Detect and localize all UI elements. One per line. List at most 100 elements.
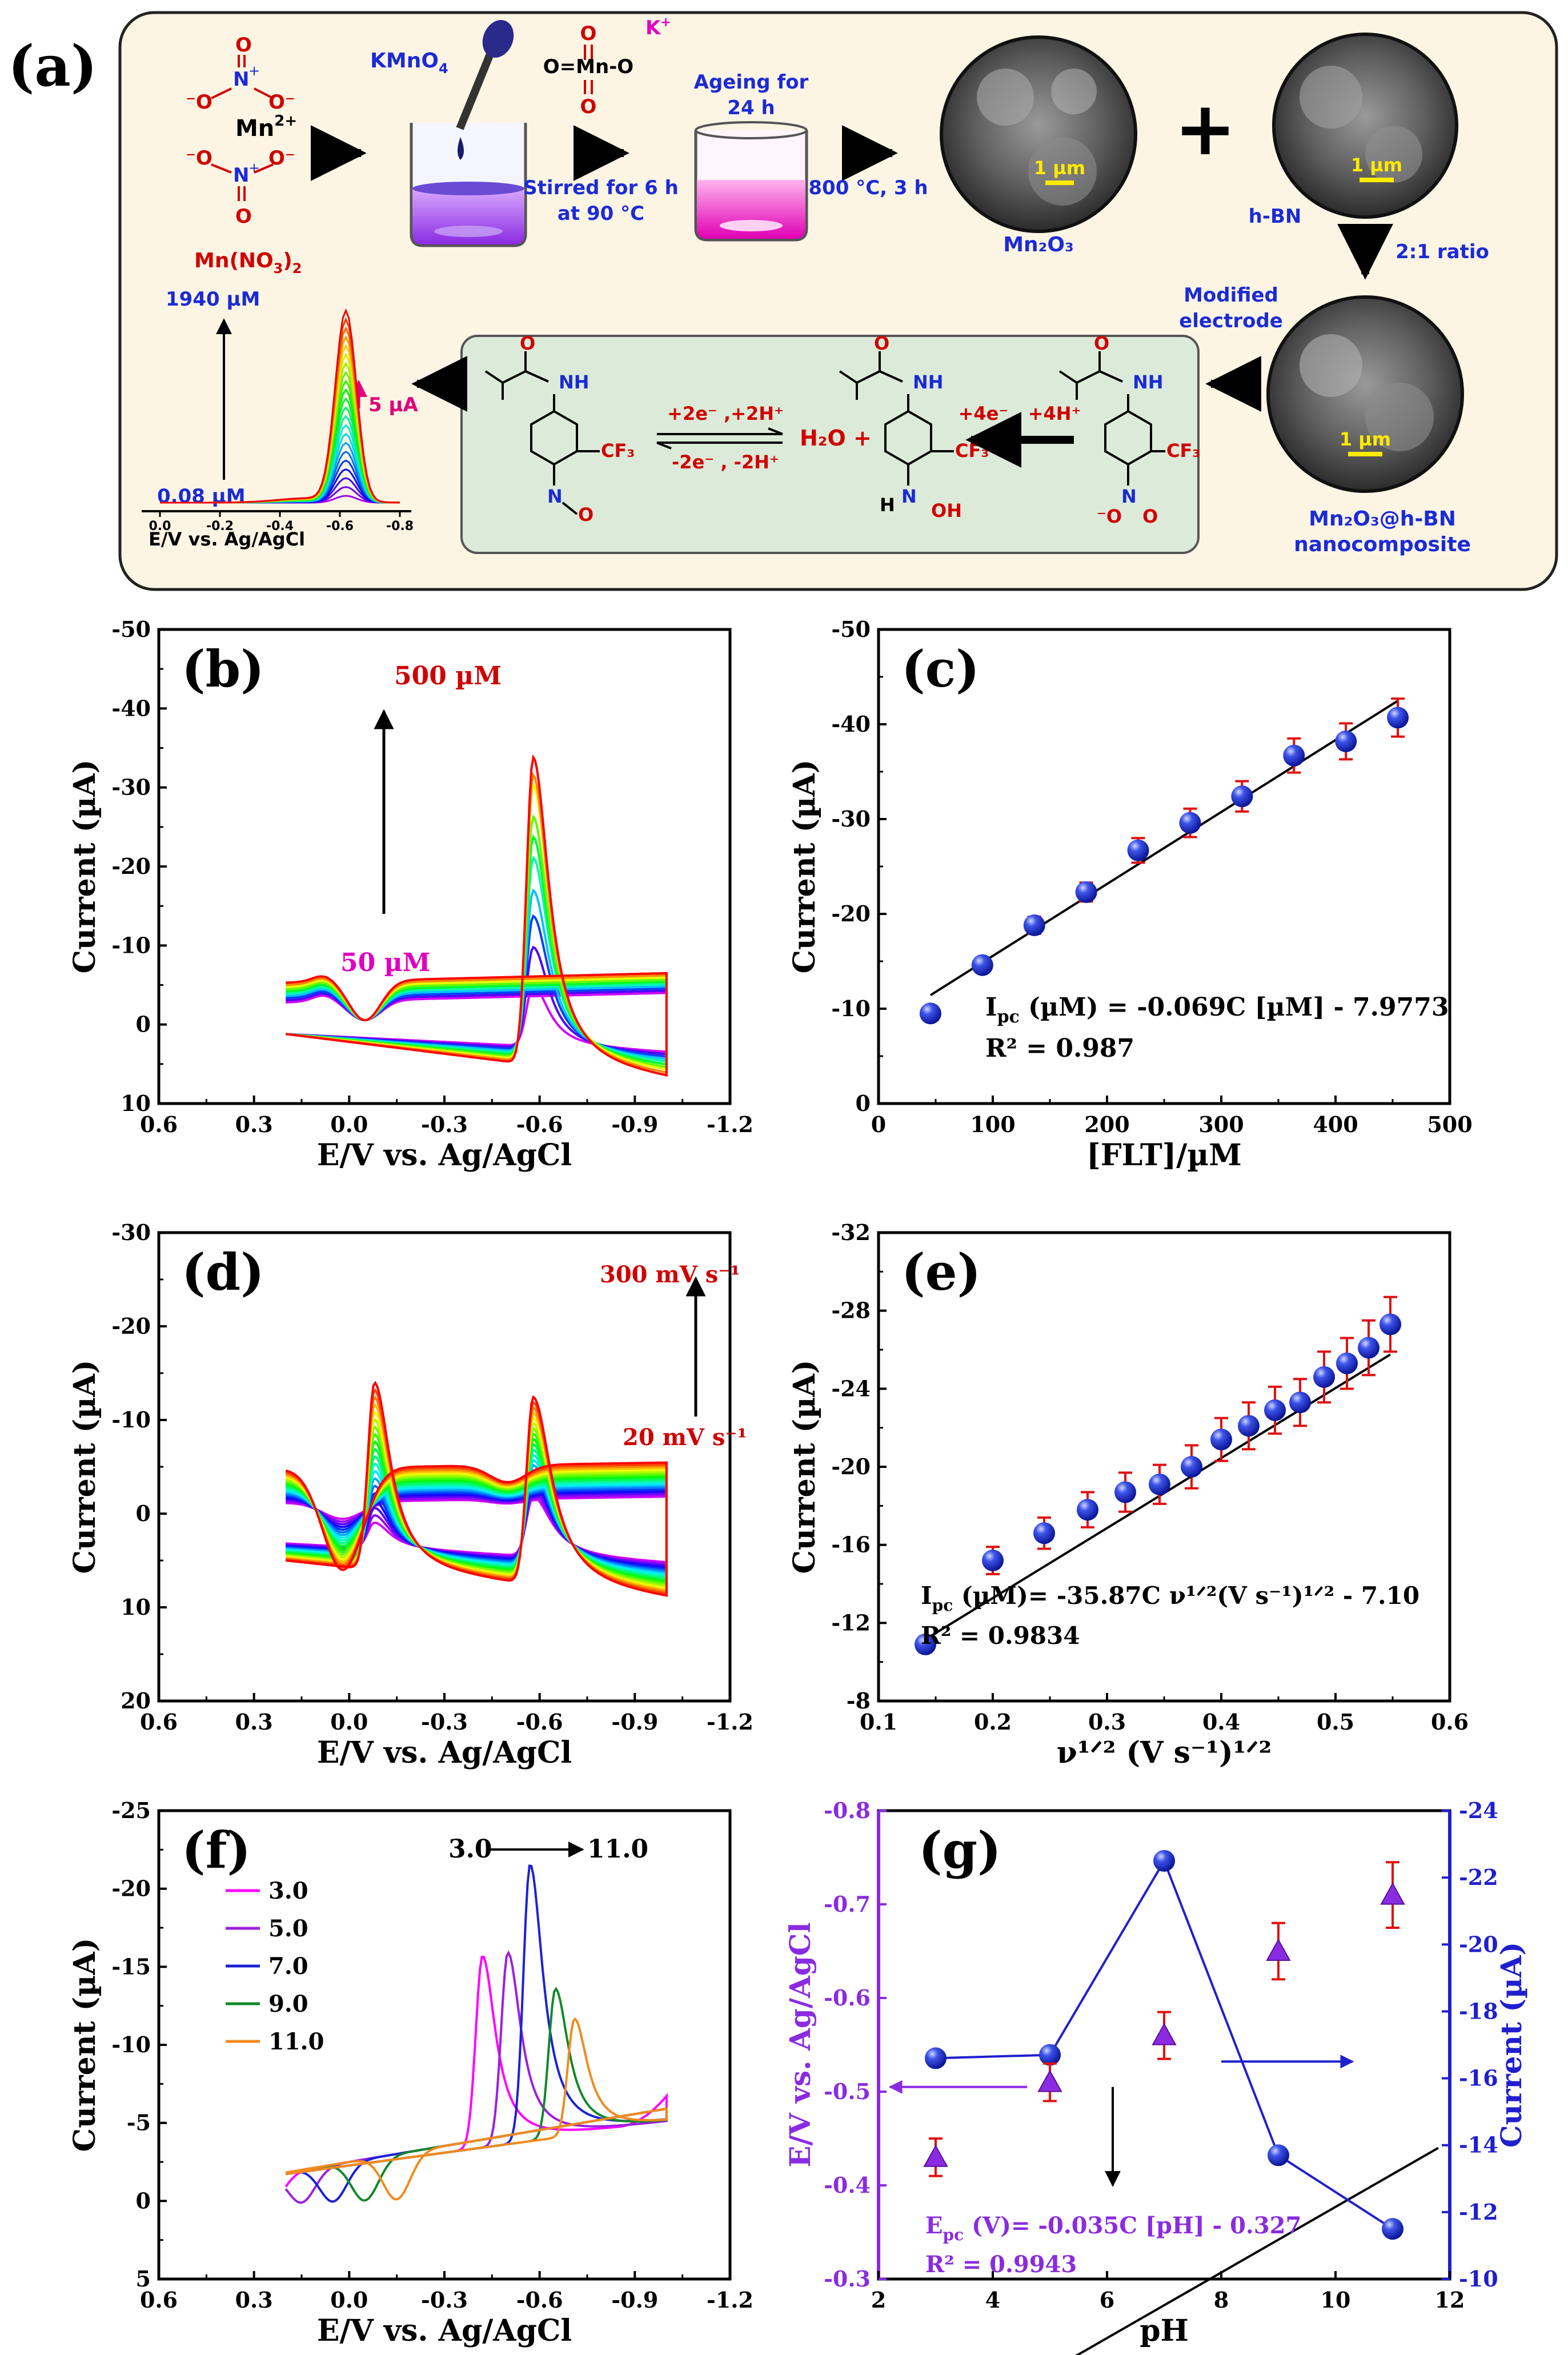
y-right-title: Current (µA) — [1494, 1942, 1528, 2148]
svg-text:⁻O: ⁻O — [1097, 505, 1122, 527]
y-tick-label: -25 — [111, 1798, 151, 1823]
annotation-low: 20 mV s⁻¹ — [623, 1424, 747, 1451]
y-right-tick-label: -12 — [1459, 2199, 1498, 2225]
legend-label: 11.0 — [268, 2028, 324, 2055]
y-tick-label: 0 — [136, 1501, 151, 1526]
y-right-tick-label: -10 — [1459, 2266, 1498, 2292]
y-left-tick-label: -0.6 — [824, 1985, 871, 2011]
kmno4-label: KMnO4 — [370, 49, 448, 77]
x-tick-label: 10 — [1321, 2287, 1351, 2313]
data-point — [1114, 1481, 1136, 1503]
svg-text:O: O — [235, 205, 252, 228]
x-tick-label: 0.6 — [140, 1112, 178, 1137]
annotation-high: 300 mV s⁻¹ — [600, 1261, 740, 1288]
potassium-ion: K+ — [645, 15, 671, 39]
y-tick-label: -10 — [831, 996, 871, 1021]
x-tick-label: -0.6 — [516, 1709, 563, 1735]
x-axis-title: [FLT]/µM — [1086, 1138, 1242, 1173]
hbn-label: h-BN — [1249, 205, 1302, 228]
x-tick-label: 200 — [1084, 1112, 1129, 1137]
y-tick-label: 0 — [136, 1012, 151, 1037]
y-right-tick-label: -16 — [1459, 2065, 1498, 2091]
y-tick-label: 10 — [121, 1090, 151, 1116]
x-tick-label: -1.2 — [707, 1709, 753, 1735]
data-point — [1023, 914, 1045, 936]
x-tick-label: -0.6 — [516, 1112, 563, 1137]
ph-arrow-start: 3.0 — [448, 1835, 492, 1864]
annotation-low: 50 µM — [340, 948, 430, 977]
chart-f: 0.6 0.3 0.0 -0.3 -0.6 -0.9 -1.2 -25 -20 -15 -10 -5 0… — [67, 1798, 753, 2348]
potential-point — [1266, 1938, 1291, 1961]
data-point — [1127, 839, 1149, 861]
chart-b: 0.6 0.3 0.0 -0.3 -0.6 -0.9 -1.2 -50 -40 -30 -20 -10… — [67, 616, 753, 1173]
potential-point — [1152, 2023, 1177, 2045]
sem-nanocomposite: 1 µm — [1266, 295, 1464, 493]
x-tick-label: 500 — [1427, 1112, 1472, 1137]
y-tick-label: 0 — [136, 2188, 151, 2213]
svg-text:N: N — [233, 164, 249, 187]
data-point — [1238, 1415, 1260, 1437]
fit-equation: Ipc (µM) = -0.069C [µM] - 7.9773 — [985, 993, 1449, 1027]
data-point — [1358, 1337, 1379, 1359]
x-axis-title: E/V vs. Ag/AgCl — [317, 2313, 572, 2348]
r-squared: R² = 0.9943 — [925, 2251, 1077, 2278]
x-tick-label: 0.3 — [235, 1112, 273, 1137]
legend-label: 7.0 — [268, 1953, 308, 1980]
x-tick-label: 400 — [1313, 1112, 1358, 1137]
y-tick-label: -10 — [111, 2032, 151, 2057]
y-right-tick-label: -18 — [1459, 1998, 1498, 2024]
x-tick-label: -0.9 — [611, 1112, 658, 1137]
y-tick-label: -50 — [831, 616, 871, 642]
r-squared: R² = 0.987 — [985, 1034, 1134, 1063]
fit-equation: Ipc (µM)= -35.87C ν¹ᐟ²(V s⁻¹)¹ᐟ² - 7.10 — [921, 1582, 1419, 1615]
x-tick-label: 100 — [970, 1112, 1015, 1137]
stir-line1: Stirred for 6 h — [523, 176, 679, 199]
data-point — [1231, 785, 1253, 808]
panel-label: (g) — [919, 1820, 1001, 1880]
x-axis-title: E/V vs. Ag/AgCl — [317, 1735, 572, 1770]
plot-frame — [157, 1809, 732, 2281]
y-left-tick-label: -0.8 — [824, 1798, 871, 1823]
x-tick-label: 0 — [871, 1112, 886, 1137]
svg-text:O: O — [580, 22, 597, 45]
x-tick-label: 8 — [1214, 2287, 1229, 2313]
panel-label: (e) — [901, 1242, 981, 1302]
reaction-box — [460, 335, 1200, 554]
y-tick-label: -10 — [111, 932, 151, 958]
svg-text:N: N — [233, 68, 249, 91]
data-point — [915, 1633, 936, 1655]
chart-g: 2 4 6 8 10 12 -0.3 -0.4 -0.5 -0.6 -0.7 -0.8 -10 -12 -1… — [783, 1798, 1528, 2355]
data-point — [1335, 730, 1357, 752]
fit-line — [1075, 2147, 1439, 2355]
legend-label: 5.0 — [268, 1915, 308, 1942]
y-left-tick-label: -0.7 — [824, 1891, 871, 1917]
scale-bar-1: 1 µm — [1034, 157, 1085, 179]
y-tick-label: -32 — [831, 1219, 871, 1245]
y-tick-label: -20 — [831, 901, 871, 926]
y-tick-label: -30 — [831, 806, 871, 832]
data-point — [1210, 1429, 1232, 1451]
modified-line2: electrode — [1179, 310, 1283, 332]
svg-text:+: + — [248, 160, 260, 176]
y-axis-title: Current (µA) — [67, 1360, 102, 1574]
svg-text:O: O — [874, 332, 889, 354]
y-tick-label: -28 — [831, 1298, 871, 1323]
x-tick-label: 12 — [1435, 2287, 1465, 2313]
nanocomposite-line1: Mn₂O₃@h-BN — [1309, 507, 1456, 531]
x-tick-label: 0.3 — [235, 2287, 273, 2313]
stir-line2: at 90 °C — [558, 202, 644, 225]
x-tick-label: -0.9 — [611, 2287, 658, 2313]
y-tick-label: -8 — [847, 1688, 871, 1714]
chart-e: 0.1 0.2 0.3 0.4 0.5 0.6 -32 -28 -24 -20 -16 -12 -8 ν¹… — [787, 1219, 1469, 1770]
svg-text:CF₃: CF₃ — [601, 440, 635, 462]
current-point — [925, 2047, 947, 2069]
y-tick-label: -5 — [127, 2110, 151, 2136]
svg-text:H: H — [880, 494, 895, 516]
plot-frame — [157, 628, 732, 1105]
ageing-line1: Ageing for — [694, 71, 809, 94]
y-tick-label: -40 — [831, 711, 871, 737]
potential-point — [1037, 2069, 1062, 2092]
svg-text:CF₃: CF₃ — [1166, 440, 1200, 462]
x-tick-label: 0.3 — [1088, 1709, 1126, 1735]
